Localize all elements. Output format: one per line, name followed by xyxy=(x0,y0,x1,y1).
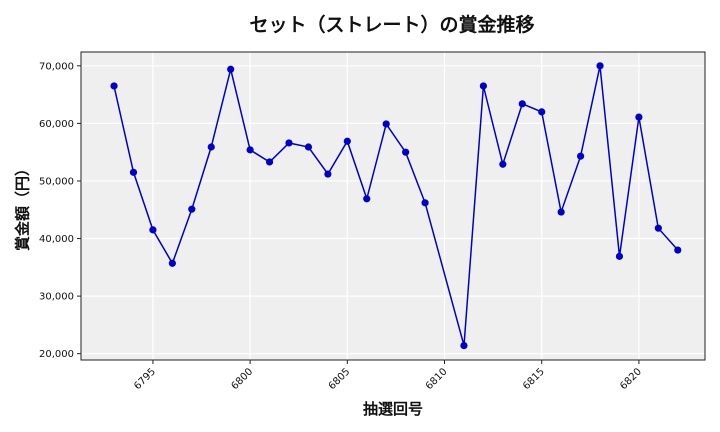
y-tick-label: 30,000 xyxy=(39,292,74,303)
data-point xyxy=(363,195,371,203)
data-point xyxy=(382,120,390,128)
data-point xyxy=(304,143,313,151)
plot-frame xyxy=(80,51,706,361)
x-tick-label: 6820 xyxy=(618,366,644,392)
data-point xyxy=(324,170,332,178)
x-tick-label: 6810 xyxy=(424,366,450,392)
y-tick-label: 40,000 xyxy=(39,234,74,245)
plot-area xyxy=(81,52,705,360)
x-tick-label: 6795 xyxy=(132,366,158,392)
y-tick-label: 60,000 xyxy=(39,119,74,130)
gridlines xyxy=(81,52,705,360)
data-point xyxy=(654,224,662,232)
chart-title: セット（ストレート）の賞金推移 xyxy=(249,14,535,36)
data-point xyxy=(343,137,351,145)
x-axis-label: 抽選回号 xyxy=(362,400,424,418)
data-point xyxy=(460,342,468,350)
data-point xyxy=(265,158,274,166)
data-point xyxy=(596,62,604,70)
data-point xyxy=(557,208,565,216)
data-series xyxy=(110,62,682,350)
x-tick-label: 6805 xyxy=(327,366,353,392)
data-point xyxy=(227,65,235,73)
x-tick-label: 6815 xyxy=(521,366,547,392)
data-point xyxy=(285,139,293,147)
data-point xyxy=(110,82,118,90)
data-point xyxy=(615,252,624,260)
data-point xyxy=(538,108,546,116)
data-point xyxy=(499,160,507,168)
data-point xyxy=(149,226,157,234)
x-axis-ticks: 6795 6800 6805 6810 6815 6820 xyxy=(132,360,644,392)
data-point xyxy=(674,246,682,254)
y-tick-label: 70,000 xyxy=(39,61,74,72)
y-tick-label: 20,000 xyxy=(39,349,74,360)
x-tick-label: 6800 xyxy=(229,366,255,392)
data-point xyxy=(129,168,138,176)
data-point xyxy=(518,100,526,108)
data-point xyxy=(479,82,487,90)
y-axis-ticks: 20,000 30,000 40,000 50,000 60,000 70,000 xyxy=(39,61,81,360)
data-point xyxy=(207,143,215,151)
data-point xyxy=(421,199,429,207)
data-point xyxy=(635,113,643,121)
data-point xyxy=(246,146,254,154)
data-point xyxy=(168,259,176,267)
data-point xyxy=(402,148,410,156)
data-point xyxy=(576,152,585,160)
data-point xyxy=(188,205,196,213)
y-tick-label: 50,000 xyxy=(39,176,74,187)
